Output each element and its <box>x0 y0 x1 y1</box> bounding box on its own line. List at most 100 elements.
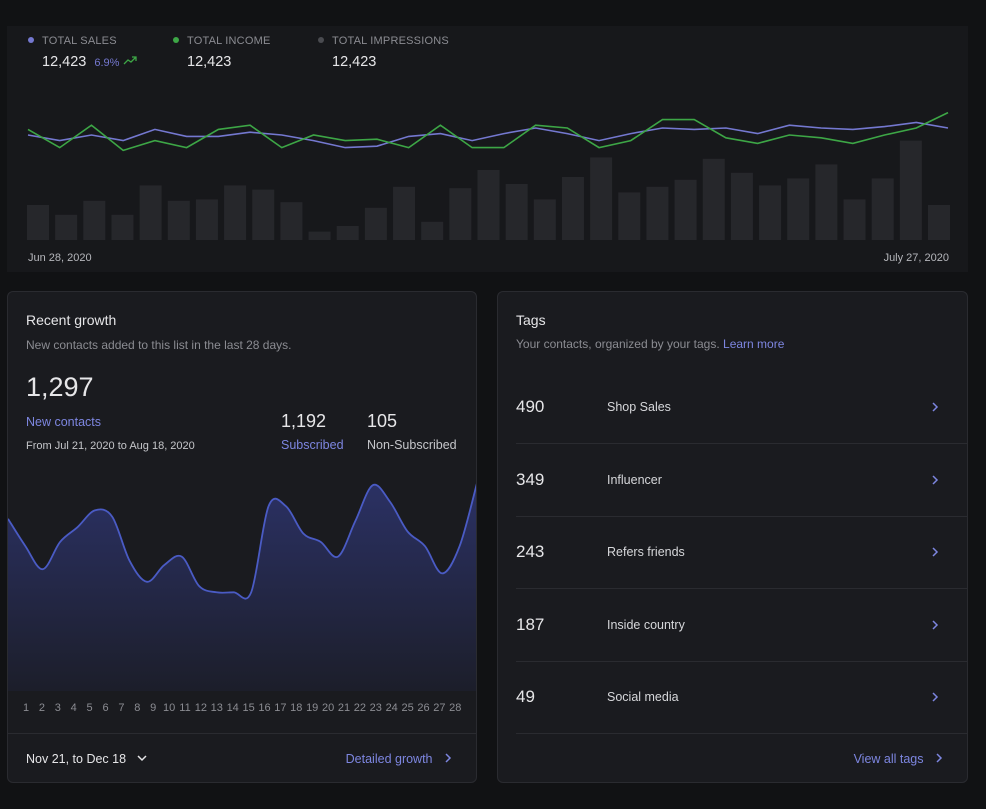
bar <box>533 199 556 240</box>
trend-icon <box>123 56 138 65</box>
x-tick-label: 17 <box>274 702 286 714</box>
x-tick-label: 20 <box>322 702 334 714</box>
date-range: From Jul 21, 2020 to Aug 18, 2020 <box>26 440 195 452</box>
bar <box>590 157 613 240</box>
trend-arrow <box>123 56 138 65</box>
chevron-right <box>932 402 939 412</box>
description-text: Your contacts, organized by your tags. <box>516 337 720 351</box>
chevron-right <box>932 619 939 630</box>
bar <box>393 186 416 240</box>
bar <box>646 186 669 240</box>
bar <box>674 179 697 240</box>
detailed-growth-link[interactable]: Detailed growth <box>346 752 454 766</box>
divider <box>8 733 476 734</box>
tag-count: 349 <box>516 469 545 489</box>
x-tick-label: 11 <box>179 702 190 714</box>
bar <box>27 205 49 240</box>
bar <box>336 226 359 240</box>
tag-row[interactable]: 490 Shop Sales <box>516 371 967 444</box>
metric-value: 12,423 6.9% <box>42 54 168 70</box>
chevron-path <box>932 474 939 485</box>
non-subscribed-label: Non-Subscribed <box>367 438 457 452</box>
metric-dot <box>173 37 179 43</box>
bar <box>167 200 190 240</box>
chevron-path <box>932 692 939 702</box>
link-text: Detailed growth <box>345 752 433 766</box>
metric-label: TOTAL IMPRESSIONS <box>318 35 458 47</box>
overview-panel: TOTAL SALES 12,423 6.9% TOTAL INCOME 12,423 T… <box>7 26 968 272</box>
x-tick-label: 13 <box>211 702 223 714</box>
metric-label-text: TOTAL SALES <box>42 35 117 47</box>
metric-value: 12,423 <box>332 54 458 70</box>
chevron-path <box>932 402 939 412</box>
metric-dot <box>28 37 34 43</box>
x-tick-label: 3 <box>55 702 61 714</box>
tag-name: Social media <box>607 690 679 704</box>
chevron-right <box>936 753 943 763</box>
period-select[interactable]: Nov 21, to Dec 18 <box>26 752 148 766</box>
tag-row[interactable]: 49 Social media <box>516 661 967 734</box>
metric-label: TOTAL SALES <box>28 35 168 47</box>
subscribed: 1,192 <box>281 411 327 431</box>
metric-label-text: TOTAL INCOME <box>187 35 271 47</box>
chevron-right <box>932 547 939 557</box>
x-tick-label: 19 <box>306 702 318 714</box>
period: Nov 21, to Dec 18 <box>26 752 127 766</box>
x-start-label: Jun 28, 2020 <box>28 252 92 264</box>
tags-card: Tags Your contacts, organized by your ta… <box>497 291 968 783</box>
tag-count: 49 <box>516 687 535 706</box>
metric: TOTAL INCOME 12,423 <box>173 35 313 70</box>
chevron-right <box>932 692 939 702</box>
bar <box>787 178 810 240</box>
tag-name: Shop Sales <box>607 400 671 414</box>
x-tick-label: 9 <box>150 702 156 714</box>
area-fill <box>8 484 476 691</box>
metric-label: TOTAL INCOME <box>173 35 313 47</box>
bar <box>477 170 500 240</box>
link-text: View all tags <box>853 752 924 766</box>
metric: TOTAL IMPRESSIONS 12,423 <box>318 35 458 70</box>
bar <box>111 214 134 240</box>
card-title: Recent growth <box>26 312 117 328</box>
bar <box>899 140 922 240</box>
x-end-label: July 27, 2020 <box>883 252 949 264</box>
metric-dot <box>318 37 324 43</box>
x-tick-label: 8 <box>134 702 140 714</box>
x-tick-label: 5 <box>87 702 93 714</box>
x-tick-label: 23 <box>370 702 382 714</box>
non-subscribed: 105 <box>367 411 398 431</box>
view-all-link[interactable]: View all tags <box>854 752 945 766</box>
metric-value-text: 12,423 <box>42 54 87 70</box>
tag-row[interactable]: 187 Inside country <box>516 589 967 662</box>
bar <box>505 184 528 240</box>
tag-row[interactable]: 243 Refers friends <box>516 516 967 589</box>
bar <box>843 199 866 240</box>
bar <box>815 164 838 240</box>
bar <box>364 207 387 240</box>
tag-count: 187 <box>516 614 545 634</box>
chevron-down <box>137 755 147 762</box>
chevron-right <box>445 753 452 763</box>
x-tick-label: 28 <box>449 702 461 714</box>
metric-change: 6.9% <box>94 57 120 69</box>
x-tick-label: 2 <box>39 702 45 714</box>
x-tick-label: 12 <box>195 702 207 714</box>
x-tick-label: 1 <box>23 702 29 714</box>
growth-chart: 1 2 3 4 5 6 7 8 9 10 11 12 13 14 15 16 17 18 19 20 21 22 23 24 2… <box>8 483 476 714</box>
subscribed-label: Subscribed <box>281 438 344 452</box>
x-tick-label: 24 <box>386 702 398 714</box>
x-tick-label: 4 <box>71 702 77 714</box>
bar <box>730 172 753 240</box>
learn-more-link[interactable]: Learn more <box>723 337 785 351</box>
bar <box>195 199 218 240</box>
total: 1,297 <box>26 372 94 402</box>
tag-name: Influencer <box>607 472 662 487</box>
bar <box>224 185 247 240</box>
metric-value-text: 12,423 <box>332 54 377 70</box>
metric-label-text: TOTAL IMPRESSIONS <box>332 35 449 47</box>
bar <box>252 189 275 240</box>
metric: TOTAL SALES 12,423 6.9% <box>28 35 168 70</box>
overview-chart <box>27 111 950 240</box>
tag-row[interactable]: 349 Influencer <box>516 444 967 517</box>
total-label: New contacts <box>26 415 102 429</box>
